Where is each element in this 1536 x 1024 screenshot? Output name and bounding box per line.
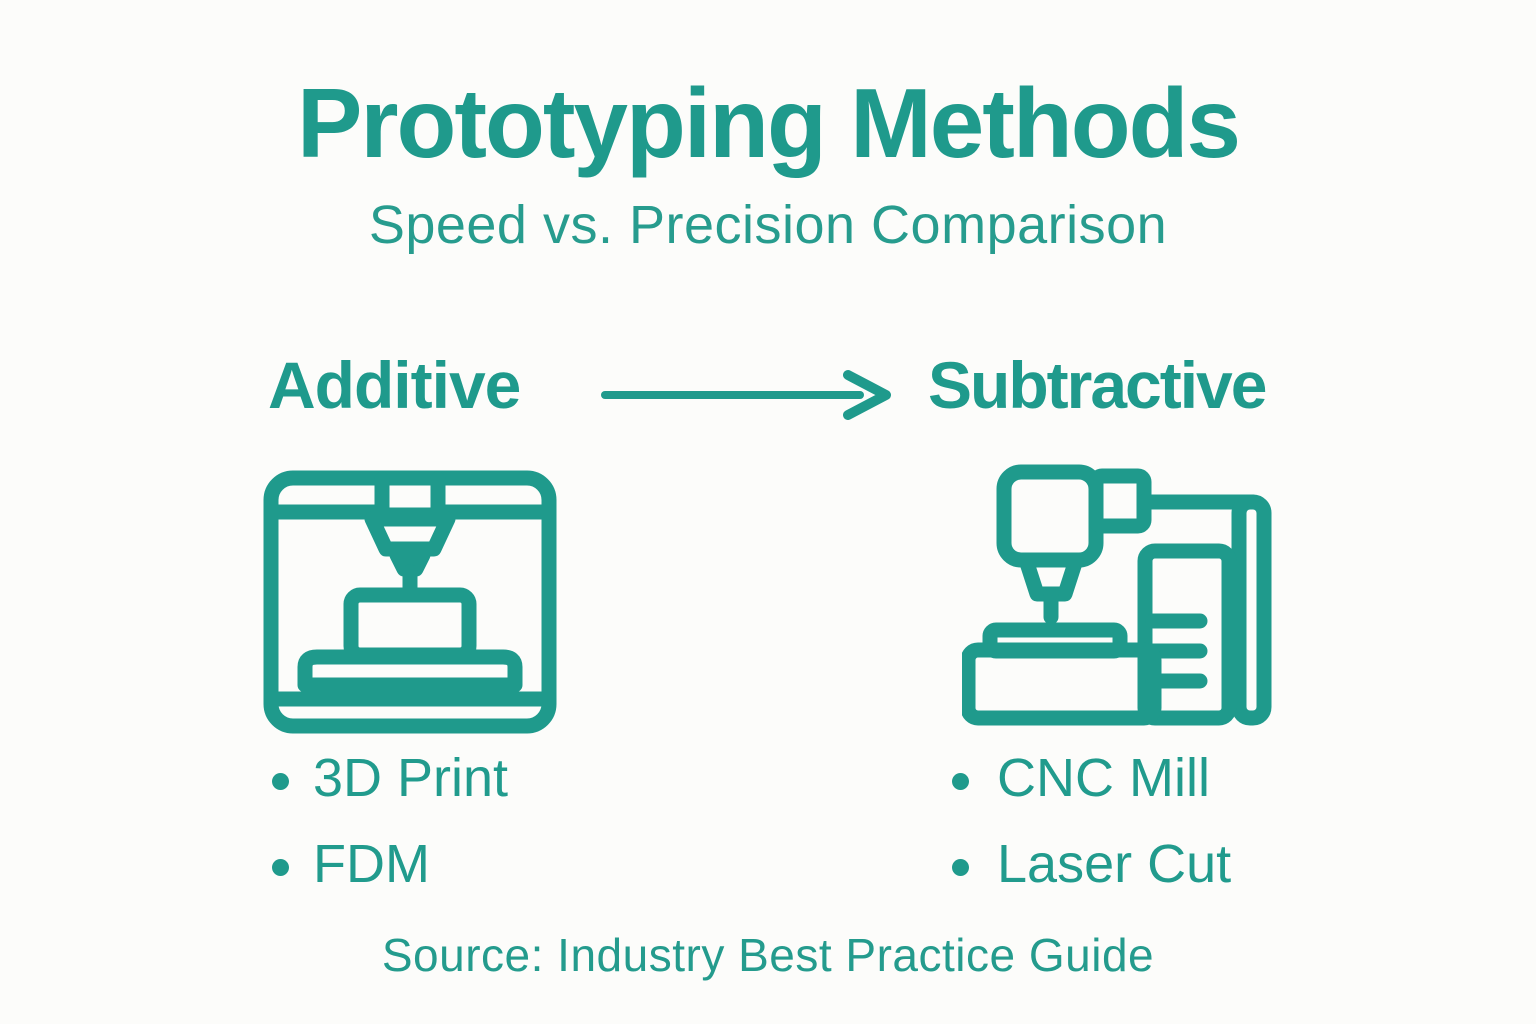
bullet-list-additive: 3D Print FDM bbox=[272, 750, 508, 922]
list-item-label: FDM bbox=[313, 834, 430, 894]
cnc-mill-icon bbox=[962, 460, 1272, 740]
list-item: Laser Cut bbox=[952, 836, 1231, 892]
list-item: FDM bbox=[272, 836, 508, 892]
page-title: Prototyping Methods bbox=[297, 68, 1241, 178]
method-label-subtractive: Subtractive bbox=[928, 348, 1267, 422]
list-item-label: Laser Cut bbox=[997, 834, 1232, 894]
bullet-dot-icon bbox=[272, 858, 289, 876]
list-item: CNC Mill bbox=[952, 750, 1231, 806]
bullet-dot-icon bbox=[952, 858, 969, 876]
method-label-additive: Additive bbox=[268, 348, 521, 422]
list-item: 3D Print bbox=[272, 750, 508, 806]
source-caption: Source: Industry Best Practice Guide bbox=[381, 929, 1155, 981]
bullet-list-subtractive: CNC Mill Laser Cut bbox=[952, 750, 1231, 922]
3d-printer-icon bbox=[260, 467, 560, 737]
bullet-dot-icon bbox=[272, 772, 289, 790]
bullet-dot-icon bbox=[952, 772, 969, 790]
list-item-label: 3D Print bbox=[313, 748, 509, 808]
page-subtitle: Speed vs. Precision Comparison bbox=[368, 195, 1168, 255]
right-arrow-icon bbox=[600, 368, 896, 420]
list-item-label: CNC Mill bbox=[997, 748, 1210, 808]
